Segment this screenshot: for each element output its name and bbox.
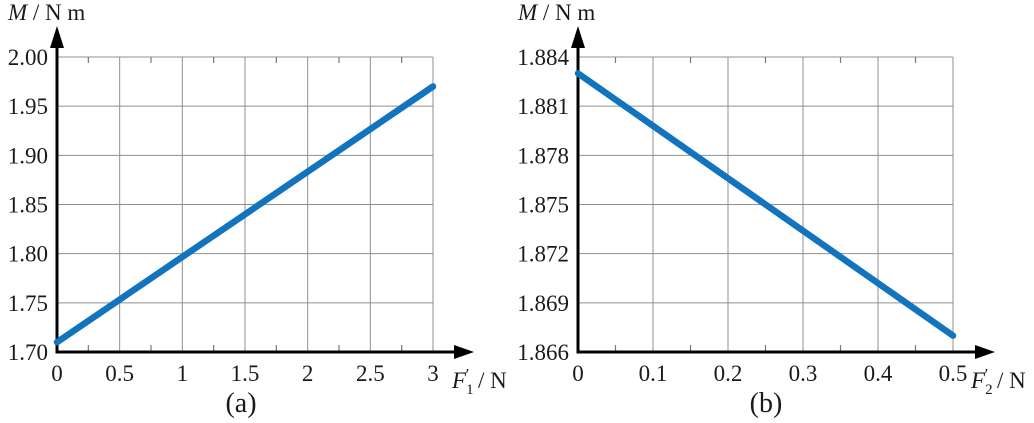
x-tick-label: 0.3 [789,361,818,386]
x-tick-label: 2.5 [356,361,385,386]
x-axis-arrow [454,345,474,359]
y-tick-label: 1.878 [517,143,569,168]
y-tick-label: 1.90 [8,143,48,168]
y-axis-arrow [50,26,64,48]
y-tick-label: 2.00 [8,45,48,70]
x-tick-label: 1.5 [231,361,260,386]
panel-caption-a: (a) [225,388,256,418]
data-line [53,83,437,346]
y-axis-arrow [571,26,585,48]
y-tick-label: 1.875 [517,193,569,218]
y-tick-label: 1.866 [517,340,569,365]
data-line [574,70,957,339]
y-tick-label: 1.95 [8,94,48,119]
y-tick-label: 1.70 [8,340,48,365]
x-tick-label: 0 [51,361,63,386]
x-tick-label: 0.2 [714,361,743,386]
chart-panel-a: 1.70 1.75 1.80 1.85 1.90 1.95 2.00 0 0.5 1 1.5 2 2.5… [7,0,507,398]
y-tick-label: 1.80 [8,242,48,267]
x-tick-label: 0.1 [639,361,668,386]
x-tick-label: 3 [427,361,439,386]
x-axis-arrow [975,345,995,359]
x-axis-title: F1′ / N [451,365,507,398]
x-tick-label: 0.5 [939,361,968,386]
x-tick-label: 0.4 [864,361,893,386]
x-tick-label: 0 [572,361,584,386]
chart-panel-b: 1.866 1.869 1.872 1.875 1.878 1.881 1.884 0 0.1 0… [517,0,1026,398]
x-tick-label: 2 [302,361,314,386]
panel-caption-b: (b) [750,388,783,418]
y-tick-label: 1.75 [8,291,48,316]
x-axis-title: F2′ / N [970,365,1026,398]
y-tick-label: 1.881 [517,94,569,119]
y-tick-label: 1.869 [517,291,569,316]
y-tick-label: 1.884 [517,45,569,70]
y-axis-title: M / N m [517,0,595,25]
x-tick-label: 0.5 [105,361,134,386]
x-tick-label: 1 [177,361,189,386]
y-axis-title: M / N m [7,0,85,25]
y-tick-label: 1.85 [8,193,48,218]
y-tick-label: 1.872 [517,242,569,267]
